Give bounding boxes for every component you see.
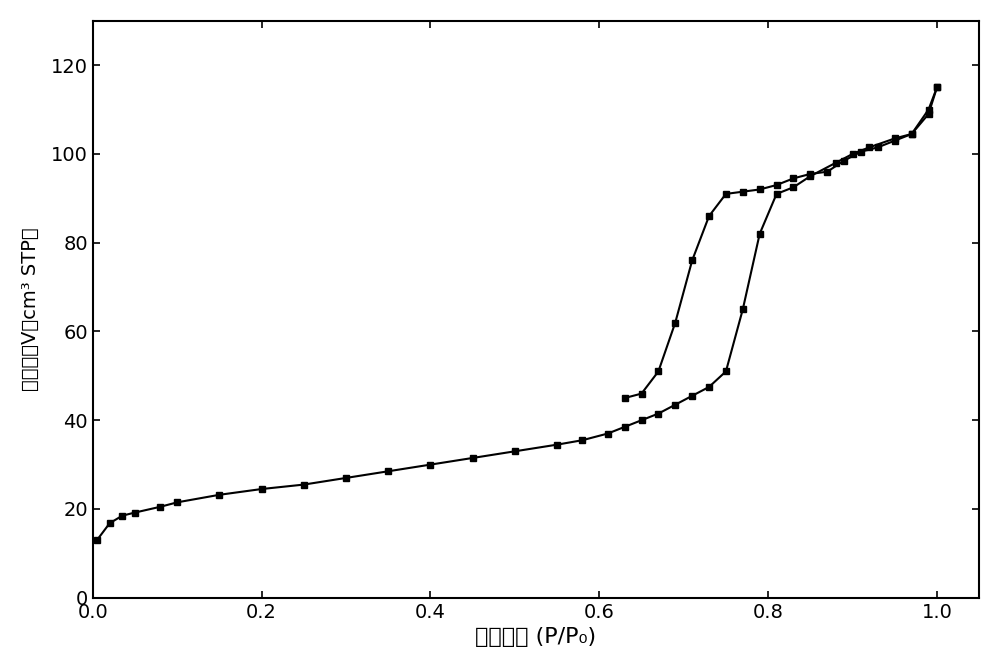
Y-axis label: 吸附体积V（cm³ STP）: 吸附体积V（cm³ STP） bbox=[21, 228, 40, 391]
X-axis label: 相对压力 (P/P₀): 相对压力 (P/P₀) bbox=[475, 627, 597, 647]
